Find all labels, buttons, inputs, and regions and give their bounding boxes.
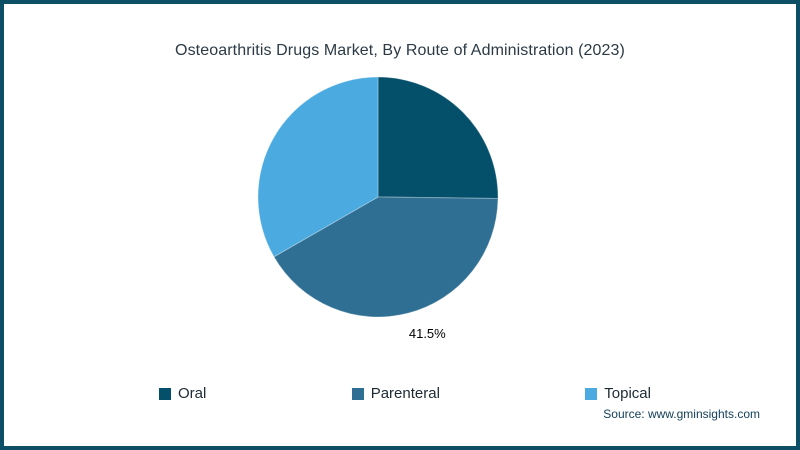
pie-chart: 41.5%	[257, 76, 499, 341]
legend-label-topical: Topical	[604, 385, 651, 402]
legend: Oral Parenteral Topical	[159, 385, 651, 402]
pie-slice-topical	[257, 76, 379, 258]
legend-item-parenteral: Parenteral	[351, 385, 440, 402]
legend-swatch-parenteral	[351, 387, 364, 400]
legend-label-oral: Oral	[178, 385, 207, 402]
legend-swatch-oral	[159, 387, 171, 400]
legend-item-topical: Topical	[585, 385, 651, 402]
pie-slice-parenteral	[273, 196, 499, 318]
legend-label-parenteral: Parenteral	[370, 385, 440, 402]
legend-swatch-topical	[585, 387, 598, 400]
pie-data-label: 41.5%	[409, 326, 446, 341]
pie-slice-oral	[377, 76, 499, 200]
source-attribution: Source: www.gminsights.com	[603, 407, 760, 421]
legend-item-oral: Oral	[159, 385, 206, 402]
chart-title: Osteoarthritis Drugs Market, By Route of…	[175, 42, 625, 59]
